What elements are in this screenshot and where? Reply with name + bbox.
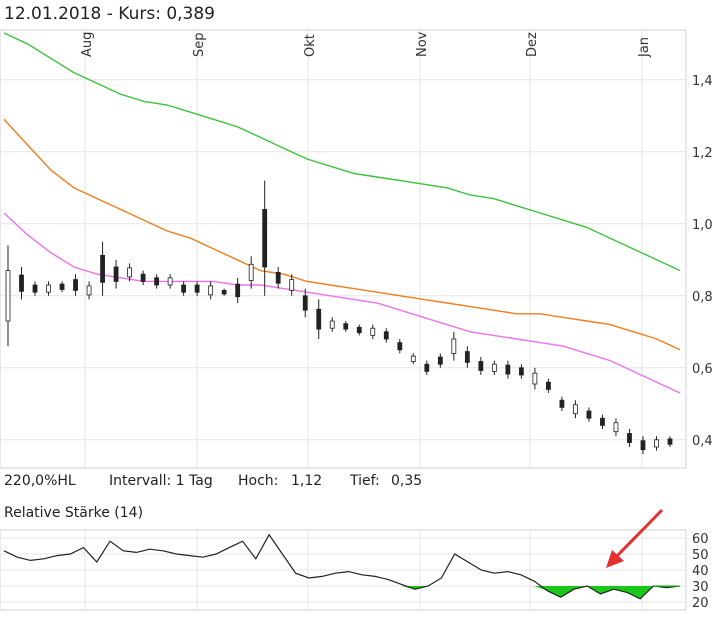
x-tick-label: Jan: [637, 37, 652, 58]
candle-body: [235, 283, 241, 298]
candle-body: [46, 284, 51, 293]
moving-average-series: [3, 32, 681, 394]
candle-body: [640, 440, 646, 451]
stats-interval: Intervall: 1 Tag: [109, 473, 213, 489]
candle-body: [248, 263, 254, 281]
chart-header-title: 12.01.2018 - Kurs: 0,389: [4, 4, 215, 24]
y-tick-label: 0,6: [692, 362, 713, 377]
candle-body: [667, 438, 673, 445]
series-line-2: [3, 118, 681, 351]
price-plot-frame: [0, 29, 687, 469]
y-tick-label: 1,4: [692, 74, 713, 89]
x-tick-label: Sep: [192, 32, 207, 57]
candle-body: [505, 364, 511, 375]
candle-body: [113, 266, 119, 282]
candle-body: [302, 295, 308, 311]
candle-body: [383, 331, 389, 340]
candle-body: [329, 320, 335, 329]
y-tick-label: 1,2: [692, 146, 713, 161]
candle-body: [181, 284, 187, 293]
x-tick-label: Aug: [80, 32, 95, 57]
series-line-3: [3, 212, 681, 394]
stats-low-label: Tief:: [350, 473, 380, 489]
annotation-arrow-head: [606, 550, 624, 568]
candle-body: [397, 342, 403, 351]
candle-body: [410, 355, 416, 362]
candle-body: [262, 208, 268, 268]
candle-body: [100, 254, 105, 283]
candle-body: [437, 356, 443, 365]
candle-body: [370, 327, 376, 336]
candle-body: [478, 361, 484, 371]
candle-body: [127, 267, 132, 278]
candle-body: [491, 363, 497, 372]
candle-body: [573, 404, 578, 415]
series-line-1: [3, 32, 681, 272]
rsi-y-tick-label: 30: [692, 580, 709, 595]
stats-range: 220,0%HL: [4, 473, 76, 489]
candle-body: [343, 323, 349, 330]
candle-body: [518, 367, 524, 376]
rsi-title: Relative Stärke (14): [4, 505, 144, 521]
candle-body: [194, 284, 200, 293]
x-tick-label: Nov: [415, 31, 430, 57]
candle-body: [275, 271, 281, 284]
candle-body: [59, 283, 65, 290]
candle-body: [451, 338, 457, 354]
candle-body: [586, 410, 592, 419]
stats-high-value: 1,12: [291, 473, 323, 489]
annotation-arrow-group: [606, 508, 664, 568]
rsi-fill-area: [401, 586, 680, 599]
y-tick-label: 0,4: [692, 434, 713, 449]
rsi-oversold-fill: [401, 586, 680, 599]
candlesticks: [5, 180, 673, 455]
candle-body: [5, 270, 11, 322]
x-tick-label: Dez: [525, 32, 540, 57]
candle-body: [356, 326, 362, 334]
stats-low-value: 0,35: [391, 473, 423, 489]
candle-body: [154, 277, 160, 286]
candle-body: [424, 363, 430, 372]
rsi-y-tick-label: 40: [692, 564, 709, 579]
x-tick-labels: Aug Sep Okt Nov Dez Jan: [80, 31, 652, 58]
candle-body: [532, 372, 538, 385]
candle-body: [613, 422, 619, 433]
rsi-line: [3, 533, 681, 600]
y-tick-labels: 1,4 1,2 1,0 0,8 0,6 0,4: [692, 74, 713, 449]
rsi-grid: [0, 529, 687, 611]
candle-body: [86, 285, 92, 296]
candle-body: [464, 351, 470, 363]
candle-body: [600, 417, 605, 426]
candle-body: [167, 277, 173, 286]
candle-body: [140, 273, 146, 282]
candle-body: [32, 284, 38, 293]
y-tick-label: 1,0: [692, 218, 713, 233]
stats-high-label: Hoch:: [238, 473, 279, 489]
rsi-y-tick-label: 50: [692, 548, 709, 563]
annotation-arrow-shaft: [614, 508, 664, 559]
candle-body: [654, 439, 659, 448]
price-grid: [0, 30, 686, 468]
candle-body: [208, 285, 214, 296]
candle-body: [546, 381, 551, 390]
y-tick-label: 0,8: [692, 290, 713, 305]
rsi-y-tick-label: 60: [692, 532, 709, 547]
rsi-y-tick-label: 20: [692, 596, 709, 611]
candle-body: [559, 399, 565, 408]
candle-body: [316, 308, 322, 330]
candle-body: [221, 289, 227, 295]
x-tick-label: Okt: [303, 34, 318, 57]
rsi-line-group: [3, 533, 681, 600]
candle-body: [19, 274, 24, 292]
candle-body: [73, 279, 78, 291]
candle-body: [289, 279, 295, 291]
candle-body: [627, 433, 632, 443]
